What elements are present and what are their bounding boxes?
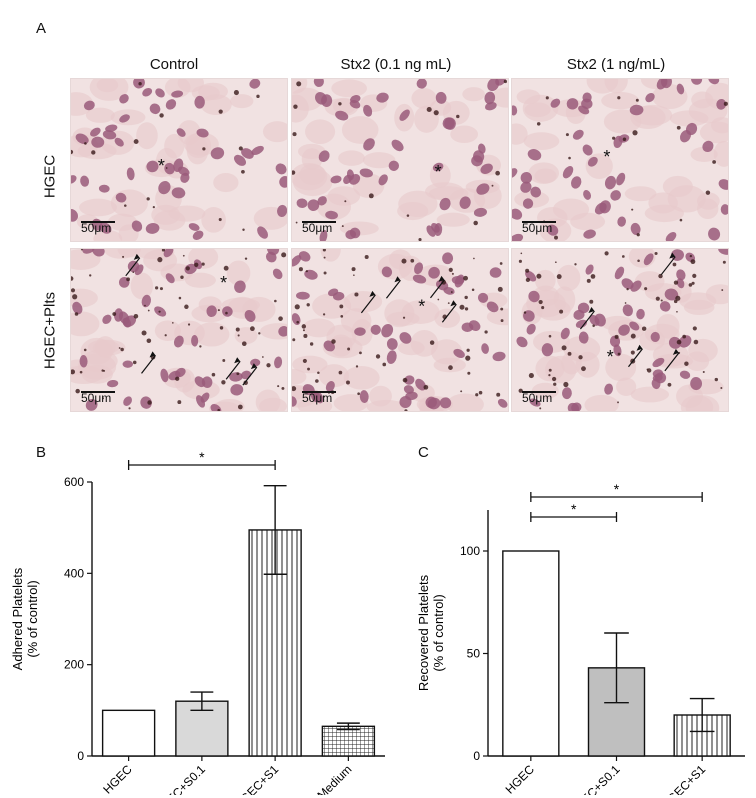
y-tick-label: 0 <box>473 749 480 763</box>
svg-text:*: * <box>220 273 227 293</box>
micrograph-hgec-stx2-high: * 50μm <box>511 78 729 242</box>
scale-bar <box>522 391 556 393</box>
row-title-hgec: HGEC <box>41 154 59 199</box>
y-tick-label: 200 <box>64 658 84 672</box>
x-tick-label: HGEC <box>100 762 135 795</box>
chart-b-adhered-platelets: 0 200 400 600 Adhered Platelets(% of control… <box>10 449 385 795</box>
scale-bar <box>302 221 336 223</box>
scale-bar <box>302 391 336 393</box>
x-tick-label: HGEC+S1 <box>231 762 281 795</box>
bar-hgec-s0-1 <box>175 700 229 757</box>
column-title-stx2-high: Stx2 (1 ng/mL) <box>566 56 666 73</box>
significance-star: * <box>571 501 577 517</box>
svg-text:*: * <box>158 156 165 176</box>
y-axis-label: Recovered Platelets(% of control) <box>416 574 446 691</box>
scale-label: 50μm <box>522 221 553 235</box>
svg-text:*: * <box>435 162 442 182</box>
y-tick-label: 100 <box>460 544 480 558</box>
significance-star: * <box>614 481 620 497</box>
x-tick-label: HGEC+S1 <box>659 762 709 795</box>
svg-text:*: * <box>607 347 614 367</box>
svg-text:*: * <box>603 147 610 167</box>
scale-label: 50μm <box>522 391 553 405</box>
y-axis-label: Adhered Platelets(% of control) <box>10 567 40 670</box>
row-title-hgec-plts: HGEC+Plts <box>41 291 59 370</box>
y-tick-label: 400 <box>64 566 84 580</box>
x-tick-label: HGEC <box>503 762 538 795</box>
micrograph-plts-stx2-low: * 50μm <box>291 248 509 412</box>
scale-label: 50μm <box>302 221 333 235</box>
scale-label: 50μm <box>81 391 112 405</box>
x-tick-label: HGEC+S0.1 <box>151 762 208 795</box>
micrograph-plts-control: * 50μm <box>70 248 288 412</box>
chart-c-recovered-platelets: 0 50 100 Recovered Platelets(% of control) H… <box>416 481 745 795</box>
bar-hgec <box>101 709 156 757</box>
column-title-stx2-low: Stx2 (0.1 ng mL) <box>340 56 452 73</box>
micrograph-hgec-stx2-low: * 50μm <box>291 78 509 242</box>
panel-a-label: A <box>36 20 47 37</box>
panel-c-label: C <box>418 444 429 461</box>
column-title-control: Control <box>149 56 199 73</box>
y-tick-label: 0 <box>77 749 84 763</box>
significance-star: * <box>199 449 205 465</box>
micrograph-plts-stx2-high: * 50μm <box>511 248 729 412</box>
scale-label: 50μm <box>302 391 333 405</box>
svg-text:*: * <box>418 297 425 317</box>
micrograph-hgec-control: * 50μm <box>70 78 288 242</box>
y-tick-label: 50 <box>467 647 481 661</box>
y-tick-label: 600 <box>64 475 84 489</box>
bar-medium <box>321 725 376 757</box>
panel-b-label: B <box>36 444 47 461</box>
scale-bar <box>81 391 115 393</box>
x-tick-label: HGEC+S0.1 <box>566 762 623 795</box>
x-tick-label: Medium <box>314 762 354 795</box>
scale-label: 50μm <box>81 221 112 235</box>
scale-bar <box>81 221 115 223</box>
scale-bar <box>522 221 556 223</box>
bar-hgec <box>502 550 560 757</box>
